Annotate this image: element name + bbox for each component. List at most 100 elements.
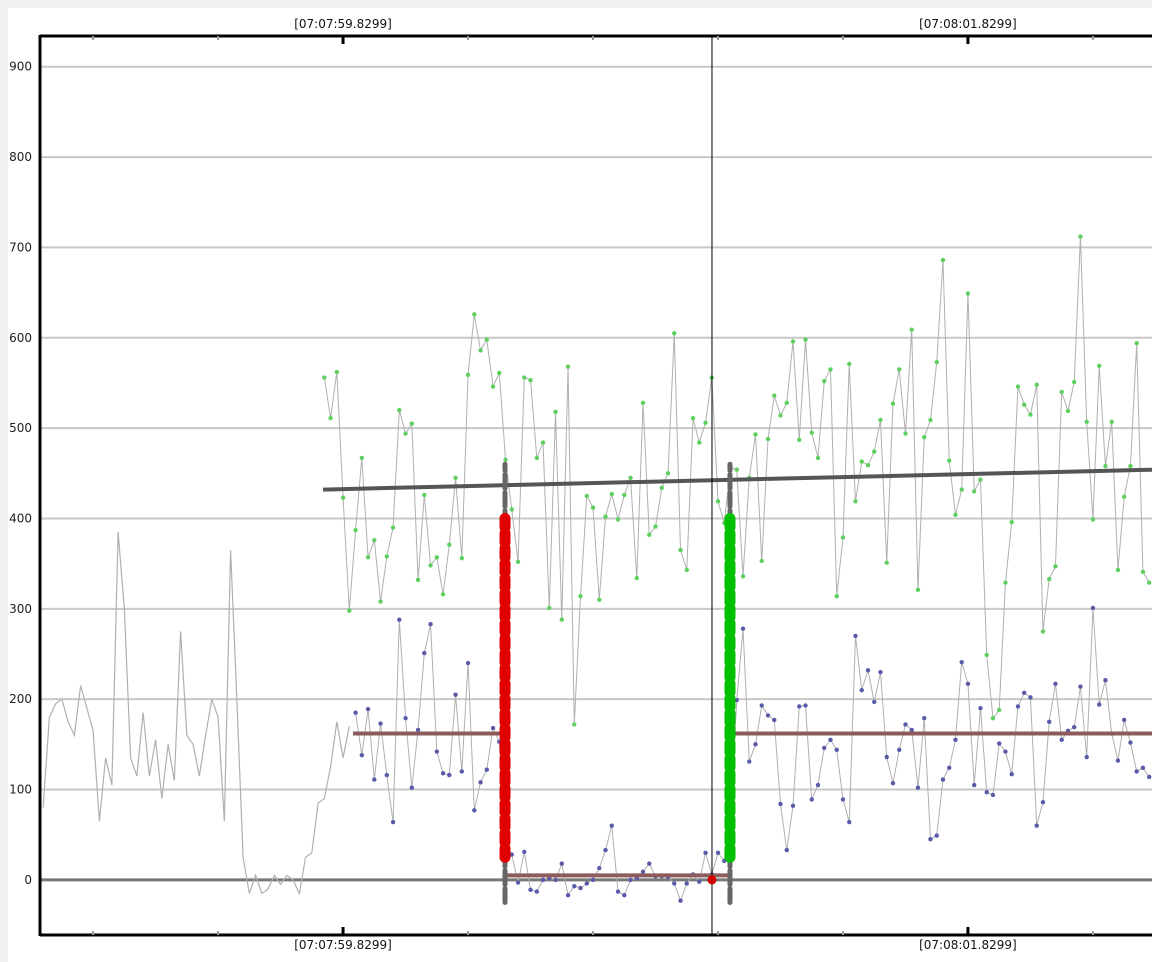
- data-point: [322, 375, 327, 380]
- data-point: [1040, 799, 1046, 805]
- data-point: [1009, 519, 1014, 525]
- data-point: [334, 369, 340, 375]
- data-point: [390, 525, 396, 530]
- data-point: [365, 555, 371, 560]
- data-point: [1022, 402, 1027, 407]
- data-point: [1053, 564, 1058, 569]
- data-point: [415, 577, 421, 583]
- data-point: [559, 861, 564, 866]
- data-point: [1140, 765, 1146, 771]
- data-point: [1140, 569, 1146, 574]
- data-point: [784, 400, 789, 406]
- data-point: [759, 703, 764, 708]
- data-point: [790, 803, 796, 808]
- data-point: [484, 337, 489, 342]
- data-point: [528, 887, 533, 893]
- data-point: [515, 559, 521, 565]
- data-point: [1047, 719, 1052, 724]
- data-point: [1084, 754, 1089, 760]
- data-point: [759, 558, 764, 564]
- data-point: [1003, 749, 1008, 754]
- data-point: [909, 327, 914, 332]
- data-point: [378, 599, 383, 604]
- data-point: [459, 556, 465, 561]
- data-point: [672, 881, 677, 886]
- data-point: [565, 364, 571, 369]
- data-point: [959, 659, 964, 665]
- plot-area: [42, 36, 1152, 935]
- data-point: [747, 759, 752, 764]
- data-point: [509, 507, 514, 512]
- data-point: [578, 593, 583, 599]
- data-point: [865, 462, 871, 468]
- data-point: [965, 681, 971, 687]
- data-point: [784, 847, 789, 853]
- data-point: [997, 707, 1002, 713]
- data-point: [940, 777, 946, 782]
- data-point: [1040, 629, 1046, 634]
- data-point: [615, 889, 621, 894]
- data-point: [778, 413, 783, 418]
- data-point: [1096, 363, 1102, 368]
- data-point: [434, 555, 440, 560]
- data-point: [1022, 690, 1027, 696]
- data-point: [797, 437, 802, 443]
- data-point: [1146, 774, 1152, 780]
- data-point: [834, 747, 839, 752]
- data-point: [1059, 737, 1064, 743]
- data-point: [947, 765, 952, 771]
- data-point: [503, 457, 508, 462]
- x-tick-label-top: [07:07:59.8299]: [294, 17, 392, 31]
- data-point: [840, 797, 846, 802]
- data-point: [615, 517, 621, 522]
- data-point: [553, 877, 558, 883]
- data-point: [878, 417, 883, 423]
- data-point: [1090, 517, 1096, 522]
- data-point: [634, 575, 639, 581]
- data-point: [540, 877, 546, 883]
- data-point: [440, 771, 446, 776]
- data-point: [659, 485, 664, 490]
- data-point: [772, 393, 777, 398]
- data-point: [515, 880, 521, 885]
- data-point: [590, 505, 596, 510]
- data-point: [403, 431, 408, 436]
- data-point: [653, 524, 658, 529]
- data-point: [903, 431, 908, 436]
- data-point: [815, 782, 821, 788]
- data-point: [1128, 740, 1133, 745]
- data-point: [1065, 408, 1071, 414]
- data-point: [572, 722, 577, 727]
- y-tick-label: 600: [9, 331, 32, 345]
- data-point: [1009, 771, 1014, 777]
- data-point: [834, 593, 839, 599]
- data-point: [572, 884, 577, 889]
- data-point: [628, 877, 633, 883]
- data-point: [647, 861, 652, 866]
- data-point: [540, 440, 546, 445]
- data-point: [665, 471, 671, 476]
- y-tick-label: 400: [9, 511, 32, 525]
- data-point: [972, 782, 977, 788]
- data-point: [934, 833, 939, 838]
- data-point: [559, 617, 564, 622]
- data-point: [878, 669, 883, 675]
- data-point: [809, 430, 814, 435]
- data-point: [947, 458, 952, 463]
- data-point: [797, 704, 802, 709]
- data-point: [884, 560, 889, 565]
- data-point: [478, 348, 483, 353]
- data-point: [853, 499, 858, 504]
- data-point: [640, 400, 646, 406]
- data-point: [447, 772, 452, 778]
- data-point: [697, 879, 702, 884]
- data-point: [1034, 382, 1039, 387]
- data-point: [372, 777, 377, 782]
- data-point: [847, 361, 852, 367]
- data-point: [990, 715, 996, 721]
- data-point: [522, 849, 527, 855]
- data-point: [772, 717, 777, 723]
- data-point: [584, 881, 589, 886]
- data-point: [753, 432, 758, 437]
